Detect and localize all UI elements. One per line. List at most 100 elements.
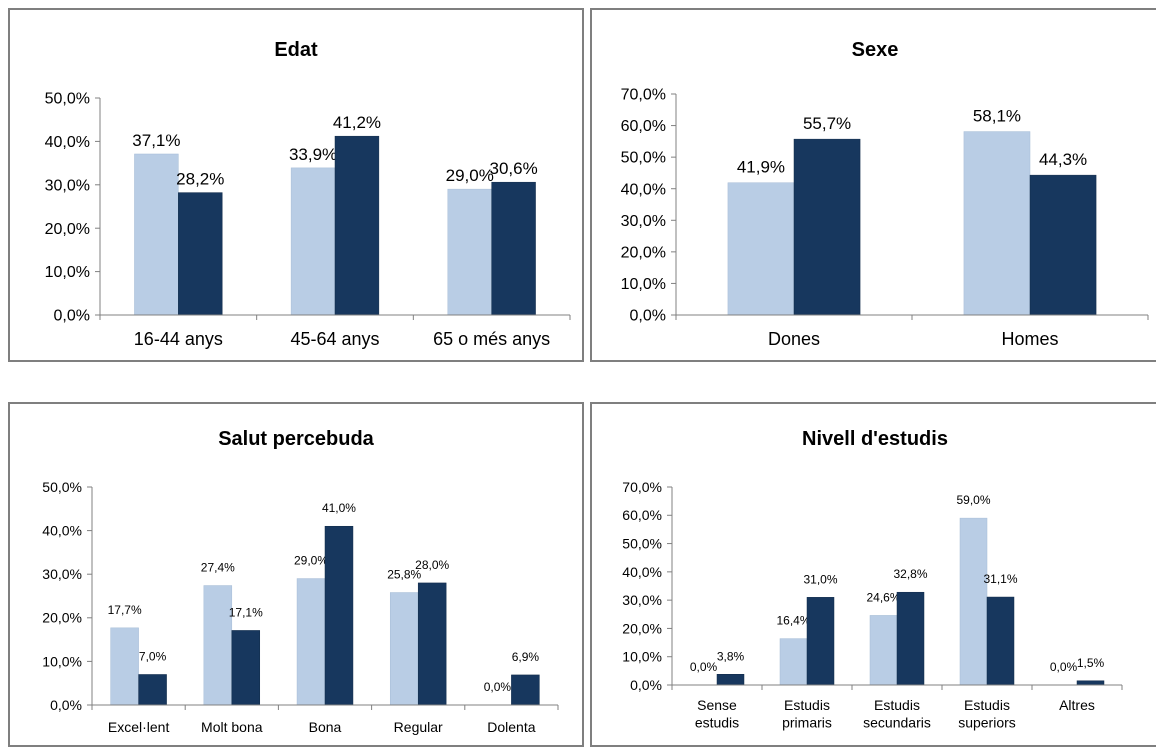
chart2-y-tick-label: 40,0% (42, 523, 82, 539)
chart0-data-label-s1-1: 41,2% (333, 113, 381, 132)
chart2-y-tick-label: 0,0% (50, 697, 82, 713)
chart3-y-tick-label: 60,0% (622, 507, 662, 523)
chart3-bar-s0-3 (959, 517, 988, 686)
chart0-data-label-s0-1: 33,9% (289, 145, 337, 164)
chart-sexe-svg: Sexe 0,0% 10,0% 20,0% 30,0% 40,0% 50,0% 60,0% 70… (621, 39, 1149, 349)
chart1-data-label-s1-1: 44,3% (1039, 150, 1087, 169)
chart3-data-label-s1-1: 31,0% (803, 572, 837, 586)
chart3-bar-s0-2 (869, 615, 898, 686)
chart2-data-label-s0-1: 27,4% (201, 561, 235, 575)
chart3-data-label-s1-0: 3,8% (717, 649, 745, 663)
chart1-y-tick-label: 60,0% (621, 118, 666, 135)
chart3-data-label-s1-3: 31,1% (983, 572, 1017, 586)
chart3-data-label-s1-2: 32,8% (893, 567, 927, 581)
chart0-y-tick-label: 50,0% (45, 91, 90, 108)
chart2-data-label-s0-3: 25,8% (387, 568, 421, 582)
chart1-bar-s1-1 (1029, 174, 1097, 316)
chart3-title: Nivell d'estudis (802, 428, 948, 450)
chart3-data-label-s0-0: 0,0% (690, 660, 718, 674)
chart2-category-label-1: Molt bona (201, 719, 263, 735)
chart2-bar-s0-2 (296, 578, 326, 706)
chart0-bar-s1-2 (491, 181, 536, 316)
chart1-bar-s1-0 (793, 138, 861, 316)
chart3-bar-s1-3 (986, 596, 1015, 686)
chart2-category-label-2: Bona (309, 719, 342, 735)
chart3-data-label-s0-1: 16,4% (776, 614, 810, 628)
chart0-category-label-1: 45-64 anys (290, 329, 379, 349)
chart2-bar-s1-2 (324, 525, 354, 706)
chart0-bar-s1-1 (334, 135, 380, 316)
chart2-data-label-s0-4: 0,0% (484, 680, 512, 694)
chart-edat-svg: Edat 0,0% 10,0% 20,0% 30,0% 40,0% 50,0% 37,1% 33… (45, 39, 571, 349)
chart-salut-svg: Salut percebuda 0,0% 10,0% 20,0% 30,0% 40,0% 5… (42, 428, 559, 735)
chart1-category-label-1: Homes (1001, 329, 1058, 349)
chart2-data-label-s1-1: 17,1% (229, 605, 263, 619)
chart2-category-label-0: Excel·lent (108, 719, 170, 735)
chart3-bar-s1-4 (1076, 680, 1105, 686)
chart0-y-tick-label: 0,0% (54, 308, 90, 325)
chart2-data-label-s0-0: 17,7% (108, 603, 142, 617)
chart3-data-label-s0-4: 0,0% (1050, 660, 1078, 674)
chart3-bar-s1-0 (716, 674, 745, 686)
chart3-data-label-s1-4: 1,5% (1077, 656, 1105, 670)
chart0-title: Edat (274, 39, 318, 61)
chart1-y-tick-label: 70,0% (621, 87, 666, 104)
chart2-bar-s1-4 (511, 674, 540, 706)
chart2-data-label-s1-0: 7,0% (139, 649, 167, 663)
chart0-data-label-s0-2: 29,0% (446, 166, 494, 185)
chart2-category-label-3: Regular (394, 719, 443, 735)
chart3-category-label-2: Estudis secundaris (863, 697, 931, 731)
chart0-data-label-s0-0: 37,1% (132, 131, 180, 150)
chart0-data-label-s1-2: 30,6% (489, 159, 537, 178)
chart1-y-tick-label: 40,0% (621, 181, 666, 198)
chart3-category-label-1: Estudis primaris (782, 697, 832, 731)
chart0-bar-s1-0 (178, 192, 223, 316)
chart2-title: Salut percebuda (218, 428, 374, 450)
chart3-y-tick-label: 30,0% (622, 592, 662, 608)
chart2-y-tick-label: 20,0% (42, 610, 82, 626)
chart2-bar-s1-3 (417, 582, 447, 706)
chart-panel-nivell-estudis: Nivell d'estudis 0,0% 10,0% 20,0% 30,0% 40,0%… (590, 402, 1156, 747)
chart3-category-label-4: Altres (1059, 697, 1095, 713)
chart2-bar-s0-1 (203, 585, 233, 706)
chart3-data-label-s0-2: 24,6% (866, 590, 900, 604)
chart0-data-label-s1-0: 28,2% (176, 170, 224, 189)
chart1-title: Sexe (852, 39, 899, 61)
chart2-bar-s0-0 (110, 627, 139, 706)
chart3-y-tick-label: 70,0% (622, 479, 662, 495)
chart3-bar-s1-2 (896, 591, 925, 686)
chart-panel-edat: Edat 0,0% 10,0% 20,0% 30,0% 40,0% 50,0% 37,1% 33… (8, 8, 584, 362)
chart1-y-tick-label: 20,0% (621, 244, 666, 261)
chart0-bar-s0-1 (290, 167, 336, 316)
chart1-y-tick-label: 50,0% (621, 150, 666, 167)
chart0-y-tick-label: 10,0% (45, 264, 90, 281)
chart2-data-label-s1-4: 6,9% (512, 650, 540, 664)
chart2-y-tick-label: 10,0% (42, 653, 82, 669)
chart1-bar-s0-0 (727, 182, 795, 316)
chart2-bar-s1-0 (138, 674, 167, 706)
chart0-category-label-0: 16-44 anys (134, 329, 223, 349)
chart1-data-label-s0-1: 58,1% (973, 107, 1021, 126)
chart-nivell-svg: Nivell d'estudis 0,0% 10,0% 20,0% 30,0% 40,0%… (622, 428, 1123, 731)
chart3-category-label-3: Estudis superiors (958, 697, 1016, 731)
chart2-y-tick-label: 30,0% (42, 566, 82, 582)
chart3-y-tick-label: 0,0% (630, 677, 662, 693)
chart1-data-label-s0-0: 41,9% (737, 158, 785, 177)
chart2-data-label-s0-2: 29,0% (294, 554, 328, 568)
chart3-bar-s1-1 (806, 597, 835, 686)
chart1-y-tick-label: 0,0% (630, 308, 666, 325)
chart2-bar-s0-3 (389, 592, 419, 706)
chart-panel-salut-percebuda: Salut percebuda 0,0% 10,0% 20,0% 30,0% 40,0% 5… (8, 402, 584, 747)
chart1-category-label-0: Dones (768, 329, 820, 349)
chart2-data-label-s1-3: 28,0% (415, 558, 449, 572)
chart3-y-tick-label: 10,0% (622, 649, 662, 665)
chart2-bar-s1-1 (231, 630, 261, 706)
chart1-y-tick-label: 30,0% (621, 213, 666, 230)
chart3-data-label-s0-3: 59,0% (956, 493, 990, 507)
chart3-y-tick-label: 20,0% (622, 620, 662, 636)
chart3-bar-s0-1 (779, 638, 808, 686)
chart3-y-tick-label: 50,0% (622, 535, 662, 551)
chart3-y-tick-label: 40,0% (622, 564, 662, 580)
chart2-data-label-s1-2: 41,0% (322, 501, 356, 515)
chart1-bar-s0-1 (963, 131, 1031, 316)
